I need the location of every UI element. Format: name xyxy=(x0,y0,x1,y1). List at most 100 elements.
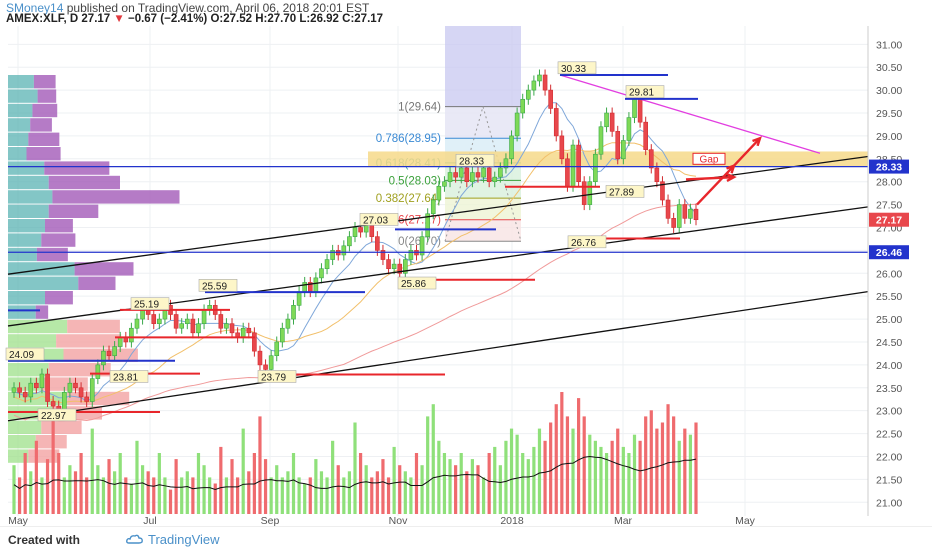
volume-bar xyxy=(454,465,458,514)
level-label: 25.59 xyxy=(202,281,227,292)
volume-bar xyxy=(191,477,195,514)
profile-up-bar xyxy=(8,247,37,262)
volume-bar xyxy=(12,465,16,514)
candle-body xyxy=(386,259,391,270)
candle-body xyxy=(660,181,665,201)
publish-info: published on TradingView.com, April 06, … xyxy=(66,1,370,15)
profile-up-bar xyxy=(8,118,31,132)
candle-body xyxy=(609,112,615,132)
profile-down-bar xyxy=(35,305,49,319)
volume-bar xyxy=(420,465,424,514)
candle-body xyxy=(643,121,648,150)
candle-body xyxy=(442,181,447,187)
volume-bar xyxy=(319,471,324,514)
y-tick-label: 25.00 xyxy=(876,314,902,326)
candle-body xyxy=(693,208,699,221)
volume-bar xyxy=(68,465,72,514)
profile-down-bar xyxy=(32,103,58,118)
level-label: 27.89 xyxy=(609,187,634,198)
profile-up-bar xyxy=(8,435,36,449)
author-link[interactable]: SMoney14 xyxy=(6,1,64,15)
candle-body xyxy=(73,382,78,389)
volume-bar xyxy=(644,416,648,514)
candle-body xyxy=(436,185,442,201)
volume-bar xyxy=(465,471,469,514)
candle-body xyxy=(11,387,17,393)
level-label: 28.33 xyxy=(459,156,484,167)
brand-name: TradingView xyxy=(148,532,220,547)
level-label-box xyxy=(625,85,665,98)
fib-level-label: 1(29.64) xyxy=(398,102,441,114)
candle-body xyxy=(17,387,22,393)
volume-bar xyxy=(29,471,33,514)
volume-bar xyxy=(96,465,100,514)
candle-body xyxy=(403,259,408,274)
candle-body xyxy=(50,401,56,407)
level-label-box xyxy=(5,347,45,361)
candle-body xyxy=(224,323,229,329)
y-tick-label: 22.50 xyxy=(876,429,902,441)
candle-body xyxy=(458,167,464,178)
candle-body xyxy=(117,337,123,347)
candle-body xyxy=(430,199,436,215)
candle-body xyxy=(587,181,593,205)
x-tick-label: Jul xyxy=(143,515,156,527)
x-tick-label: May xyxy=(735,515,756,527)
candle-body xyxy=(173,314,179,329)
volume-bar xyxy=(392,446,396,514)
candle-body xyxy=(190,318,196,334)
y-tick-label: 27.50 xyxy=(876,200,902,212)
volume-bar xyxy=(493,446,497,514)
profile-down-bar xyxy=(48,204,99,218)
candle-body xyxy=(240,327,246,338)
level-label-box xyxy=(257,370,297,383)
volume-bar xyxy=(224,477,229,514)
candle-body xyxy=(274,341,280,357)
volume-bar xyxy=(554,404,558,514)
profile-down-bar xyxy=(63,348,138,362)
candle-body xyxy=(559,135,565,160)
chart-header: SMoney14 published on TradingView.com, A… xyxy=(0,0,932,26)
candle-body xyxy=(347,236,352,247)
profile-down-bar xyxy=(41,233,76,247)
volume-bar xyxy=(336,465,340,514)
volume-bar xyxy=(291,453,296,514)
symbol-line: AMEX:XLF, D 27.17 ▼ −0.67 (−2.41%) O:27.… xyxy=(6,13,383,25)
profile-up-bar xyxy=(8,132,29,146)
volume-bar xyxy=(509,428,514,514)
profile-up-bar xyxy=(8,233,42,247)
candle-body xyxy=(157,318,162,324)
y-tick-label: 24.00 xyxy=(876,360,902,372)
level-label-box xyxy=(109,370,149,383)
volume-bar xyxy=(241,428,245,514)
volume-bar xyxy=(549,422,553,514)
profile-down-bar xyxy=(33,75,56,89)
candle-body xyxy=(525,89,531,100)
volume-bar xyxy=(638,440,642,514)
candle-body xyxy=(492,176,498,183)
volume-bar xyxy=(588,434,592,514)
volume-bar xyxy=(113,471,117,514)
volume-bar xyxy=(247,471,251,514)
candle-body xyxy=(464,167,470,183)
volume-bar xyxy=(582,416,586,514)
profile-down-bar xyxy=(37,89,57,103)
profile-down-bar xyxy=(74,262,134,276)
candle-body xyxy=(626,117,632,141)
volume-bar xyxy=(185,471,189,514)
candle-body xyxy=(615,131,621,160)
x-tick-label: 2018 xyxy=(500,515,524,527)
tradingview-logo[interactable]: TradingView xyxy=(126,532,220,547)
volume-bar xyxy=(649,410,653,514)
volume-bar xyxy=(459,453,463,514)
profile-up-bar xyxy=(8,262,75,276)
y-tick-label: 29.50 xyxy=(876,108,902,120)
level-label: 24.09 xyxy=(9,350,34,361)
candle-body xyxy=(352,227,358,237)
ohlc-values: O:27.52 H:27.70 L:26.92 C:27.17 xyxy=(210,13,384,25)
volume-bar xyxy=(364,465,368,514)
volume-average-line xyxy=(13,456,697,491)
profile-down-bar xyxy=(44,161,110,175)
price-axis: 31.0030.5030.0029.5029.0028.5028.0027.50… xyxy=(867,26,909,516)
